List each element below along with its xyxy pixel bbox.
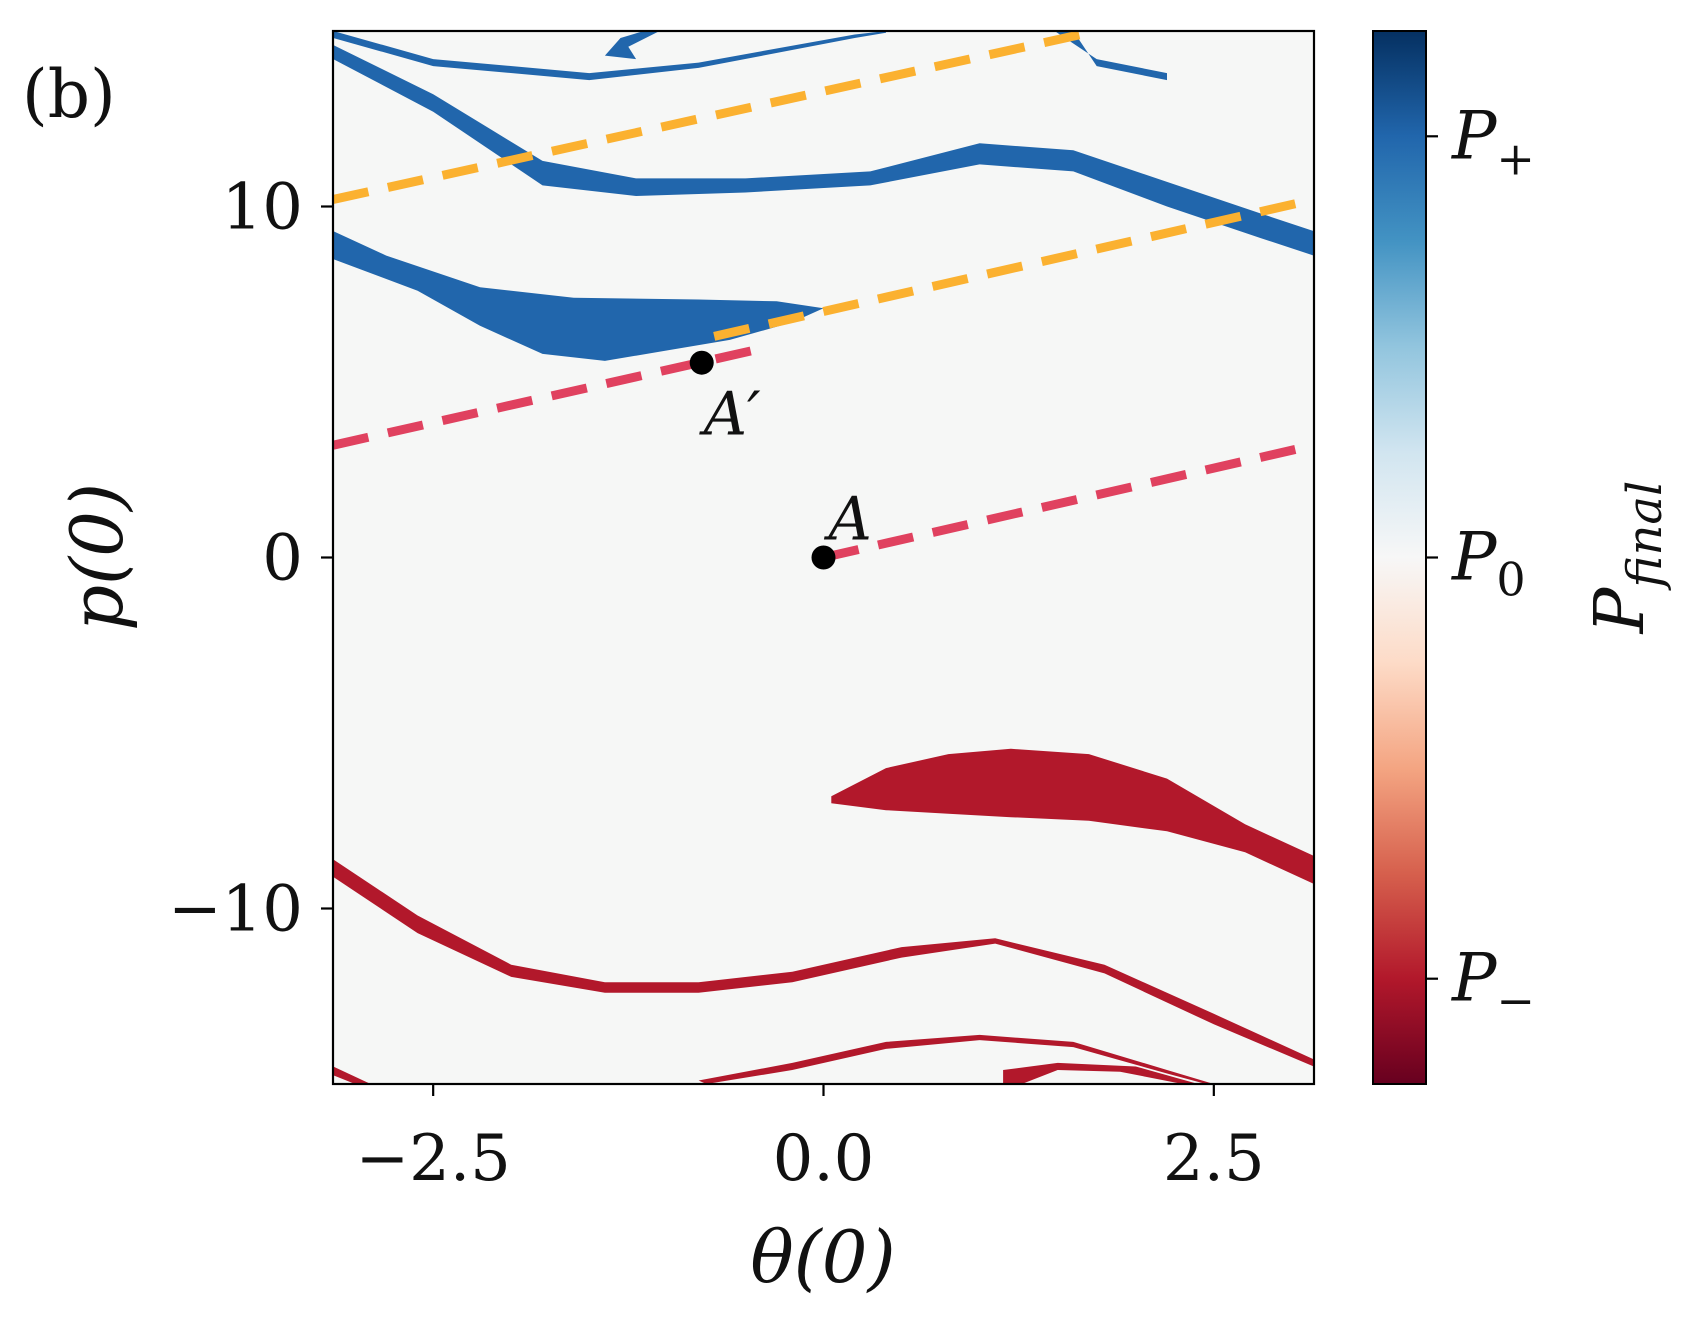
y-tick-label: 0 <box>262 522 303 596</box>
point-A-prime-marker <box>689 350 714 375</box>
marked-points: A A′ <box>689 350 872 570</box>
colorbar-tick-label: P+ <box>1451 97 1535 185</box>
red-lower-loop <box>1003 1062 1199 1084</box>
colorbar <box>1372 30 1427 1085</box>
y-tick-label: −10 <box>168 873 303 947</box>
x-axis-label: θ(0) <box>750 1215 895 1299</box>
panel-label: (b) <box>22 56 116 133</box>
red-tongue <box>831 748 1314 884</box>
heatmap-regions <box>333 31 1314 1084</box>
red-lower-corner <box>333 1066 371 1084</box>
point-A-marker <box>811 545 836 570</box>
x-tick-label: 2.5 <box>1163 1122 1265 1196</box>
y-tick-label: 10 <box>222 171 303 245</box>
x-tick-label: 0.0 <box>773 1122 875 1196</box>
red-lower-thin-band <box>698 1034 1214 1084</box>
blue-upper-thin-band-2 <box>333 31 886 81</box>
orange-dashed-line-2 <box>333 31 1098 204</box>
blue-upper-corner-band <box>1054 31 1167 81</box>
point-A-prime-label: A′ <box>699 380 761 450</box>
colorbar-title: Pfinal <box>1581 481 1673 636</box>
dashed-lines <box>333 31 1314 562</box>
x-tick-label: −2.5 <box>355 1122 510 1196</box>
blue-upper-corner-loop <box>604 31 660 60</box>
y-axis-label: p(0) <box>55 483 139 631</box>
blue-tongue <box>333 231 824 361</box>
y-axis-ticks: 10 0 −10 <box>168 171 333 947</box>
point-A-label: A <box>824 485 872 555</box>
orange-dashed-line-1 <box>713 195 1314 341</box>
red-dashed-line-A <box>822 440 1314 562</box>
colorbar-tick-label: P0 <box>1451 519 1526 607</box>
colorbar-tick-label: P− <box>1451 940 1535 1028</box>
red-dashed-line-A-prime <box>333 342 770 450</box>
x-axis-ticks: −2.5 0.0 2.5 <box>355 1084 1265 1196</box>
colorbar-ticks: P+ P0 P− <box>1426 97 1535 1028</box>
